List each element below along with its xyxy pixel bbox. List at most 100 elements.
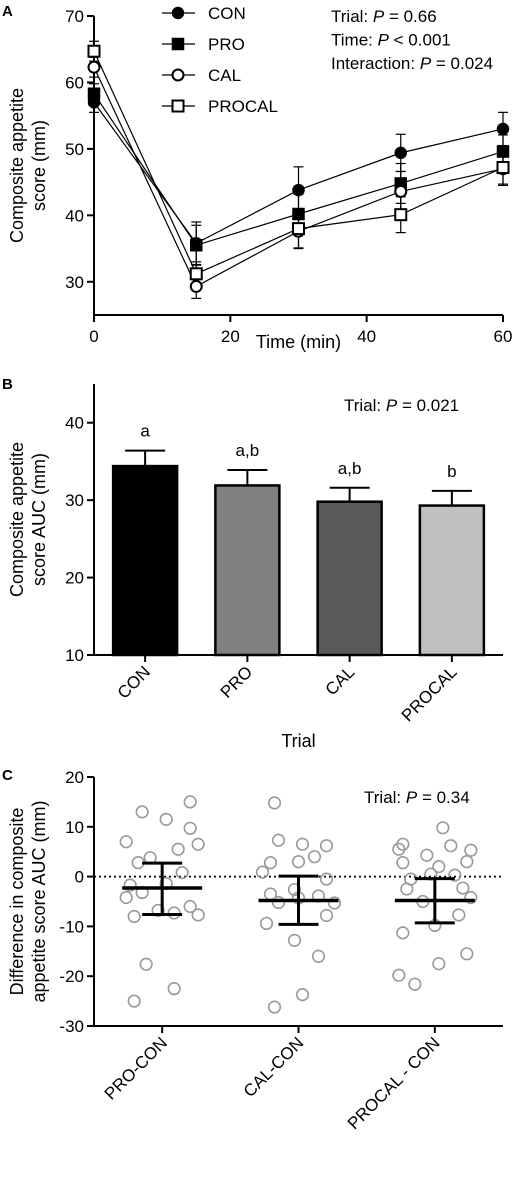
data-point-procal [496, 160, 510, 174]
y-axis-title: Composite appetite score (mm) [7, 88, 49, 243]
y-tick-label: 60 [65, 73, 84, 92]
y-tick-label: -20 [59, 967, 84, 986]
stat-line: Trial: P = 0.66 [331, 7, 437, 26]
x-tick-label: 0 [89, 327, 98, 346]
data-point [319, 872, 334, 886]
data-point [267, 1000, 282, 1014]
data-point [183, 821, 197, 835]
y-tick-label: 20 [65, 768, 84, 787]
data-point [444, 839, 458, 853]
bar-cal [316, 500, 383, 657]
x-tick-label: PRO-CON [101, 1033, 171, 1103]
data-point [191, 837, 205, 851]
panel-letter-b: B [2, 376, 13, 393]
data-point [464, 890, 478, 905]
panel-a-line-chart: 30 40 50 60 70 0 20 40 60 Time (min) Composite app… [7, 4, 512, 352]
significance-letter: b [447, 462, 456, 481]
x-tick-label: PROCAL [398, 662, 461, 725]
data-point-pro [87, 87, 101, 100]
data-point [159, 812, 173, 826]
data-point [420, 848, 434, 862]
data-point [271, 833, 286, 847]
data-point-procal [394, 208, 408, 222]
legend-marker-con [171, 6, 185, 20]
data-point [127, 994, 141, 1008]
y-tick-label: 20 [65, 569, 84, 588]
data-point-con [496, 122, 510, 136]
data-point [287, 933, 302, 947]
x-tick-label: PROCAL - CON [344, 1033, 444, 1133]
data-point [151, 903, 165, 918]
y-tick-label: 70 [65, 7, 84, 26]
x-tick-label: 60 [494, 327, 513, 346]
data-point-procal [189, 267, 203, 281]
legend-label-cal: CAL [208, 66, 241, 85]
x-tick-label: PRO [217, 662, 256, 701]
data-point [452, 908, 466, 922]
stat-line: Trial: P = 0.021 [344, 396, 459, 415]
panel-letter-c: C [2, 767, 13, 784]
data-point [408, 977, 422, 991]
data-point [183, 795, 197, 809]
legend-marker-procal [171, 99, 185, 113]
legend-marker-cal [171, 68, 185, 82]
y-tick-label: 40 [65, 206, 84, 225]
x-axis-title: Trial [281, 731, 315, 751]
data-point [183, 899, 197, 914]
x-tick-label: CAL-CON [240, 1033, 308, 1101]
data-point-pro [190, 238, 203, 252]
bar-procal [418, 504, 486, 657]
data-point [319, 839, 334, 853]
data-point [295, 988, 310, 1002]
bar-pro [214, 484, 281, 657]
significance-letter: a [140, 422, 150, 441]
data-point [191, 908, 205, 922]
significance-letter: a,b [236, 441, 260, 460]
data-point-procal [87, 44, 101, 58]
legend-label-pro: PRO [208, 35, 245, 54]
data-point [171, 842, 185, 856]
data-point [263, 856, 278, 870]
data-point [127, 909, 141, 924]
data-point-cal [189, 279, 203, 293]
significance-letter: a,b [338, 459, 362, 478]
data-point [432, 957, 446, 971]
data-point [464, 843, 478, 857]
y-tick-label: 30 [65, 273, 84, 292]
data-point-pro [292, 207, 305, 221]
y-tick-label: 40 [65, 414, 84, 433]
x-tick-label: CON [114, 662, 154, 702]
data-point-pro [496, 145, 510, 158]
x-tick-label: 20 [221, 327, 240, 346]
data-point [432, 860, 446, 874]
y-tick-label: -10 [59, 917, 84, 936]
data-point [123, 878, 137, 892]
y-axis-title: Composite appetite score AUC (mm) [7, 442, 49, 597]
legend-marker-pro [171, 37, 185, 51]
data-point [255, 865, 270, 879]
x-tick-label: CAL [322, 662, 359, 699]
panel-b-bar-chart: 10 20 30 40 a CON a,b PRO a,b CAL b PROCAL Trial Comp… [7, 384, 503, 751]
stat-line: Trial: P = 0.34 [364, 788, 470, 807]
data-point-cal [87, 60, 101, 74]
data-point [135, 805, 149, 819]
data-point [460, 855, 474, 869]
data-point [319, 908, 334, 923]
y-tick-label: 30 [65, 491, 84, 510]
data-point [311, 949, 326, 963]
data-point [175, 866, 189, 880]
data-point [119, 835, 133, 849]
data-point-con [292, 183, 305, 197]
data-point [392, 842, 406, 856]
data-point-con [394, 146, 407, 160]
stat-line: Time: P < 0.001 [331, 31, 451, 50]
y-tick-label: -30 [59, 1017, 84, 1036]
data-point-cal [394, 184, 408, 198]
data-point [396, 926, 410, 940]
y-tick-label: 10 [65, 646, 84, 665]
y-tick-label: 50 [65, 140, 84, 159]
data-point [291, 855, 306, 869]
panel-c-scatter-chart: -30 -20 -10 0 10 20 PRO-CON CAL-CON PROCAL - CON… [7, 768, 503, 1133]
legend-label-con: CON [208, 4, 246, 23]
